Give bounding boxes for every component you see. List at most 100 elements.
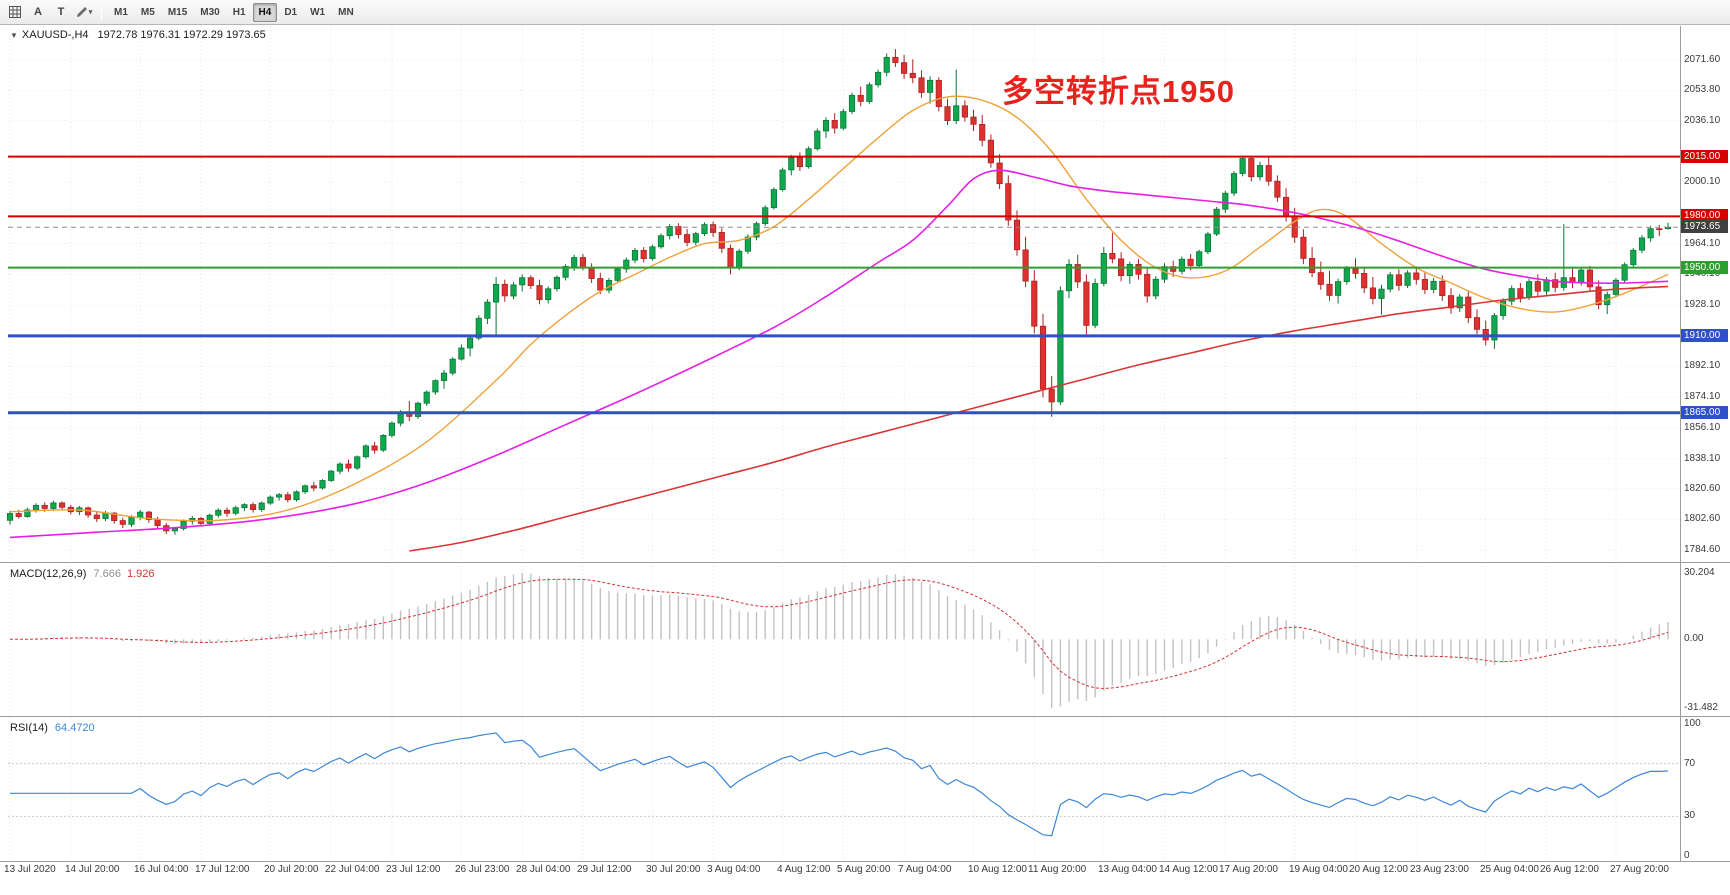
candle-body	[675, 226, 682, 235]
candle-body	[345, 463, 352, 469]
timeframe-h4-button[interactable]: H4	[252, 2, 278, 22]
candle-body	[501, 283, 508, 297]
toolbar: A T ▾ M1 M5 M15 M30 H1 H4 D1 W1 MN	[0, 0, 1730, 25]
candle-body	[1222, 192, 1229, 210]
candle-body	[1309, 258, 1316, 273]
candle-body	[388, 422, 395, 436]
candle-body	[215, 509, 222, 516]
candle-body	[649, 246, 656, 259]
candle-body	[1361, 273, 1368, 289]
grid-layer	[8, 26, 1680, 861]
candle-body	[154, 519, 161, 526]
candle-body	[571, 257, 578, 267]
candle-body	[380, 435, 387, 451]
candle-body	[241, 504, 248, 509]
candle-body	[310, 485, 317, 489]
timeframe-m5-button[interactable]: M5	[140, 6, 155, 18]
candle-body	[414, 402, 422, 417]
candle-body	[319, 480, 326, 489]
grid-icon	[9, 6, 21, 18]
draw-tool-button[interactable]: ▾	[73, 2, 95, 22]
timeframe-h1-button[interactable]: H1	[232, 6, 246, 18]
candle-body	[553, 276, 560, 290]
candle-body	[831, 120, 838, 129]
candle-body	[137, 511, 144, 518]
candle-body	[15, 513, 22, 517]
candle-body	[1144, 273, 1151, 297]
candle-body	[1578, 269, 1585, 283]
timeframe-d1-button[interactable]: D1	[284, 6, 298, 18]
text-label-button[interactable]: A	[34, 6, 42, 18]
candle-body	[1387, 274, 1394, 290]
text-tool-button[interactable]: T	[57, 6, 65, 18]
candle-body	[727, 247, 734, 269]
candle-body	[1074, 264, 1081, 283]
candle-body	[1352, 268, 1359, 274]
line-studies-toolbar: A T ▾	[4, 2, 95, 22]
candle-body	[336, 463, 343, 472]
candle-body	[631, 250, 639, 261]
candle-body	[223, 509, 231, 514]
chart-grid-button[interactable]	[4, 2, 26, 22]
candle-body	[1057, 290, 1064, 403]
candle-body	[996, 162, 1003, 185]
candle-body	[1300, 236, 1307, 259]
candle-body	[1543, 279, 1550, 292]
timeframe-mn-button[interactable]: MN	[338, 6, 354, 18]
candle-body	[232, 507, 239, 514]
candle-body	[527, 277, 534, 286]
candle-body	[59, 502, 66, 508]
candle-body	[744, 236, 751, 252]
candle-body	[510, 284, 517, 297]
candle-body	[258, 502, 265, 510]
candle-body	[770, 189, 777, 209]
timeframe-m1-button[interactable]: M1	[114, 6, 128, 18]
candle-body	[111, 512, 118, 521]
candle-body	[423, 391, 430, 404]
candle-body	[901, 62, 908, 74]
candle-body	[987, 139, 994, 164]
candle-body	[475, 317, 482, 339]
ma-fast-line	[9, 95, 1669, 522]
candle-body	[875, 71, 882, 86]
timeframe-m30-button[interactable]: M30	[200, 6, 220, 18]
candle-body	[467, 337, 474, 349]
candle-body	[41, 504, 48, 509]
candle-body	[1595, 286, 1602, 306]
candle-body	[1447, 295, 1455, 309]
candle-body	[1022, 249, 1029, 282]
candle-body	[562, 266, 569, 278]
candle-body	[692, 233, 699, 243]
candle-body	[1291, 215, 1298, 238]
candle-body	[970, 116, 977, 125]
candle-body	[362, 445, 369, 458]
candle-body	[536, 285, 543, 301]
candle-body	[1456, 296, 1463, 309]
timeframe-m15-button[interactable]: M15	[167, 6, 188, 18]
candle-body	[1500, 300, 1507, 316]
candle-body	[1473, 317, 1481, 330]
candle-body	[1421, 279, 1428, 290]
macd-signal-line	[10, 578, 1669, 690]
candle-body	[1647, 228, 1654, 239]
timeframe-w1-button[interactable]: W1	[310, 6, 326, 18]
candle-body	[1465, 296, 1472, 319]
candle-body	[1196, 251, 1203, 266]
candle-body	[102, 512, 109, 519]
candle-body	[623, 259, 630, 270]
candle-body	[953, 105, 960, 122]
candle-body	[206, 514, 213, 524]
candle-body	[1395, 274, 1402, 286]
candle-body	[119, 520, 126, 525]
candle-body	[1586, 269, 1593, 288]
candle-body	[250, 504, 257, 510]
candle-body	[1283, 196, 1290, 217]
candle-body	[1135, 264, 1142, 275]
candle-body	[128, 516, 135, 525]
candle-body	[1404, 272, 1411, 286]
candle-body	[1274, 180, 1281, 198]
candle-body	[1013, 219, 1021, 251]
candle-body	[276, 494, 283, 498]
candle-body	[1317, 272, 1324, 285]
